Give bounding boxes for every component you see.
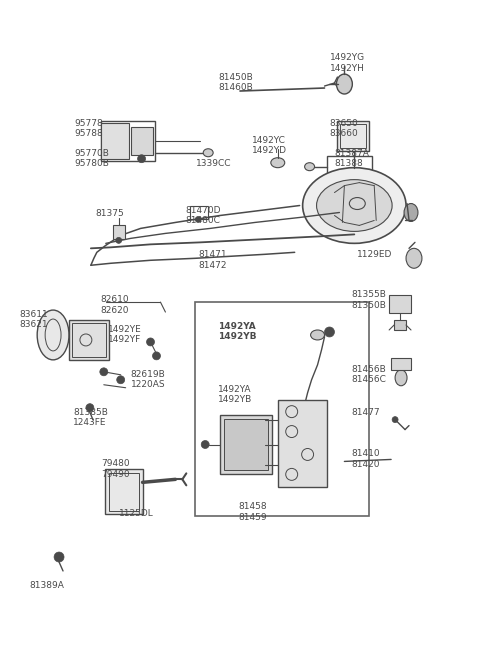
Ellipse shape	[305, 162, 314, 171]
Bar	[69, 320, 109, 360]
Ellipse shape	[37, 310, 69, 360]
Text: 1125DL: 1125DL	[119, 509, 154, 518]
Ellipse shape	[117, 376, 125, 384]
Ellipse shape	[201, 441, 209, 449]
Bar	[394, 320, 406, 330]
Text: 82619B
1220AS: 82619B 1220AS	[131, 370, 166, 389]
Bar	[278, 400, 327, 487]
Ellipse shape	[297, 413, 307, 422]
Bar	[220, 415, 272, 474]
Ellipse shape	[203, 149, 213, 157]
Ellipse shape	[392, 417, 398, 422]
Text: 81385B
1243FE: 81385B 1243FE	[73, 407, 108, 427]
Bar	[327, 156, 372, 178]
Ellipse shape	[316, 179, 392, 231]
Ellipse shape	[395, 370, 407, 386]
Ellipse shape	[86, 403, 94, 411]
Text: 1492YA
1492YB: 1492YA 1492YB	[218, 322, 257, 341]
Text: 81410
81420: 81410 81420	[351, 449, 380, 469]
Ellipse shape	[153, 352, 160, 360]
Bar	[113, 225, 125, 239]
Ellipse shape	[288, 415, 302, 424]
Text: 81355B
81350B: 81355B 81350B	[351, 290, 386, 310]
Bar	[101, 123, 129, 159]
Text: 1339CC: 1339CC	[196, 159, 232, 168]
Text: 83611
83621: 83611 83621	[19, 310, 48, 329]
Text: 83650
83660: 83650 83660	[329, 119, 358, 138]
Ellipse shape	[146, 338, 155, 346]
Text: 1492YC
1492YD: 1492YC 1492YD	[252, 136, 287, 155]
Text: 1492YG
1492YH: 1492YG 1492YH	[329, 53, 365, 73]
Bar	[224, 419, 268, 470]
Text: 81387A
81388: 81387A 81388	[335, 149, 369, 168]
Text: 82610
82620: 82610 82620	[101, 295, 130, 314]
Text: 81375: 81375	[96, 208, 125, 217]
Bar	[190, 206, 208, 219]
Bar	[389, 295, 411, 313]
Ellipse shape	[302, 168, 406, 244]
Text: 81450B
81460B: 81450B 81460B	[218, 73, 253, 92]
Ellipse shape	[54, 552, 64, 562]
Text: 95770B
95780B: 95770B 95780B	[74, 149, 109, 168]
Bar	[195, 302, 369, 516]
Bar	[109, 474, 139, 511]
Text: 1492YA
1492YB: 1492YA 1492YB	[218, 384, 252, 404]
Text: 95778
95788: 95778 95788	[74, 119, 103, 138]
Text: 81471
81472: 81471 81472	[198, 250, 227, 270]
Ellipse shape	[271, 158, 285, 168]
Ellipse shape	[336, 74, 352, 94]
Text: 81389A: 81389A	[29, 581, 64, 590]
Ellipse shape	[116, 237, 122, 244]
Text: 81458
81459: 81458 81459	[238, 502, 266, 521]
Bar	[337, 121, 369, 151]
Text: 1129ED: 1129ED	[357, 250, 393, 259]
Bar	[340, 124, 366, 148]
Ellipse shape	[311, 330, 324, 340]
Text: 81477: 81477	[351, 407, 380, 417]
Bar	[391, 358, 411, 370]
Ellipse shape	[100, 368, 108, 376]
Ellipse shape	[406, 248, 422, 269]
Ellipse shape	[195, 216, 201, 223]
Bar	[101, 121, 156, 160]
Bar	[72, 323, 106, 357]
Bar	[105, 470, 143, 514]
Bar	[131, 127, 153, 155]
Ellipse shape	[138, 155, 145, 162]
Text: 81456B
81456C: 81456B 81456C	[351, 365, 386, 384]
Text: 81470D
81480C: 81470D 81480C	[185, 206, 221, 225]
Text: 1492YE
1492YF: 1492YE 1492YF	[108, 325, 142, 345]
Text: 79480
79490: 79480 79490	[101, 459, 130, 479]
Ellipse shape	[324, 327, 335, 337]
Ellipse shape	[404, 204, 418, 221]
